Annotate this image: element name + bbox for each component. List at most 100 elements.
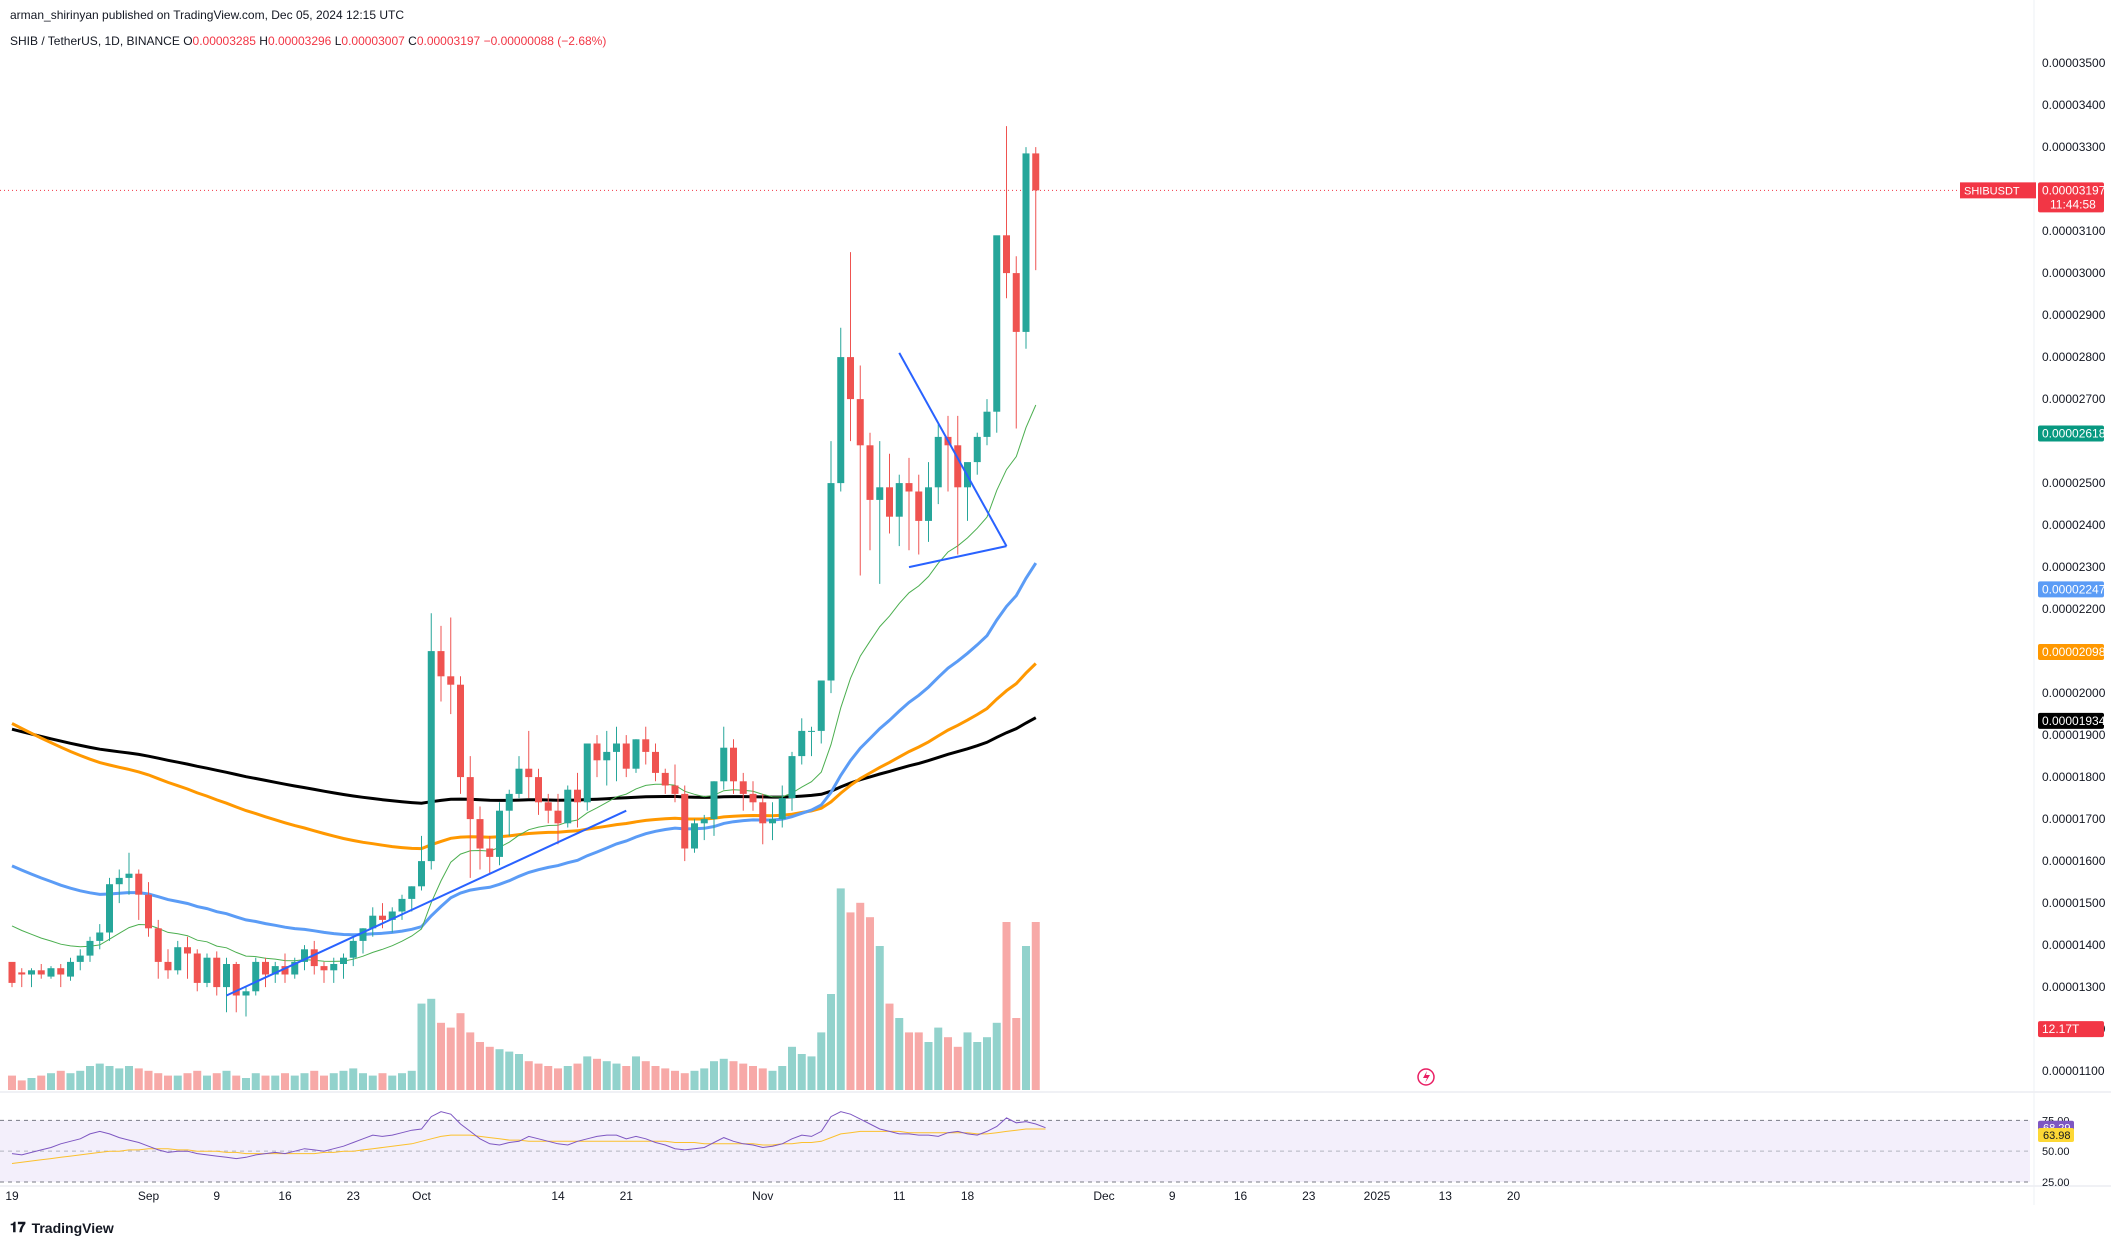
time-tick-label: 9 — [213, 1189, 220, 1203]
candle-body — [154, 928, 162, 962]
candle-body — [544, 802, 552, 811]
price-tick-label: 0.00002700 — [2042, 392, 2106, 406]
price-tick-label: 0.00001800 — [2042, 770, 2106, 784]
volume-bar — [895, 1018, 904, 1090]
price-tick-label: 0.00002800 — [2042, 350, 2106, 364]
volume-bar — [378, 1073, 387, 1090]
candle-body — [281, 966, 289, 975]
candle-body — [359, 928, 367, 941]
volume-bar — [76, 1070, 85, 1090]
ema-100-line — [11, 662, 1037, 851]
price-tick-label: 0.00001100 — [2042, 1064, 2105, 1078]
candle-body — [135, 873, 143, 895]
volume-bar — [8, 1075, 16, 1090]
volume-bar — [95, 1063, 104, 1090]
price-badge-value: 0.00001934 — [2042, 714, 2106, 728]
volume-bar — [115, 1068, 124, 1090]
candle-body — [174, 947, 182, 971]
candle-body — [457, 684, 464, 778]
candle-body — [145, 894, 152, 929]
candle-body — [86, 940, 94, 956]
price-tick-label: 0.00002400 — [2042, 518, 2106, 532]
volume-bar — [427, 998, 436, 1090]
price-tick-label: 0.00003000 — [2042, 266, 2106, 280]
candle-body — [47, 968, 55, 977]
price-tick-label: 0.00002300 — [2042, 560, 2106, 574]
candle-body — [730, 747, 737, 782]
volume-bar — [593, 1058, 601, 1090]
time-tick-label: 16 — [1234, 1189, 1248, 1203]
price-badge-value: 0.00003197 — [2042, 183, 2106, 197]
volume-bar — [524, 1061, 533, 1090]
time-tick-label: 9 — [1169, 1189, 1176, 1203]
volume-bar — [349, 1068, 358, 1090]
time-tick-label: 23 — [347, 1189, 361, 1203]
candle-body — [876, 487, 884, 500]
candle-body — [613, 743, 620, 752]
symbol-badge-label: SHIBUSDT — [1964, 185, 2020, 197]
candle-body — [8, 961, 16, 983]
price-tick-label: 0.00002500 — [2042, 476, 2106, 490]
volume-bar — [222, 1070, 231, 1090]
price-tick-label: 0.00001500 — [2042, 896, 2106, 910]
candle-body — [388, 911, 396, 920]
candle-body — [115, 877, 123, 885]
candle-body — [661, 772, 669, 786]
candle-body — [291, 961, 299, 975]
volume-bar — [554, 1068, 562, 1090]
rsi-badge — [2038, 1127, 2074, 1142]
volume-bar — [544, 1066, 553, 1090]
volume-bar — [622, 1066, 631, 1090]
price-badge-value: 0.00002098 — [2042, 645, 2106, 659]
volume-bar — [953, 1046, 962, 1090]
candle-body — [232, 964, 240, 996]
price-tick-label: 0.00003100 — [2042, 224, 2106, 238]
candle-body — [369, 915, 377, 929]
candle-body — [710, 781, 718, 820]
volume-bar — [86, 1066, 94, 1090]
volume-bar — [56, 1070, 65, 1090]
volume-bar — [944, 1037, 952, 1090]
volume-bar — [232, 1075, 241, 1090]
low-label: L — [334, 34, 342, 48]
candle-body — [808, 730, 815, 732]
candle-body — [515, 768, 523, 794]
candle-body — [583, 743, 591, 803]
volume-bar — [680, 1073, 689, 1090]
candle-body — [57, 968, 65, 975]
candle-body — [427, 651, 435, 862]
rsi-badge-value: 63.98 — [2043, 1130, 2071, 1142]
tradingview-brand[interactable]: 𝟏𝟕 TradingView — [10, 1219, 114, 1236]
volume-bar — [251, 1073, 260, 1090]
volume-bar — [1002, 922, 1011, 1090]
volume-bar — [134, 1068, 143, 1090]
volume-bar — [261, 1075, 270, 1090]
volume-bar — [476, 1042, 484, 1090]
candle-body — [125, 873, 133, 878]
time-tick-label: 2025 — [1364, 1189, 1391, 1203]
price-tick-label: 0.00001900 — [2042, 728, 2106, 742]
candle-body — [642, 739, 650, 752]
volume-bar — [729, 1061, 738, 1090]
price-badge — [2038, 643, 2104, 660]
alert-lightning-icon — [1417, 1068, 1435, 1086]
candle-body — [496, 810, 503, 857]
candle-body — [1012, 273, 1020, 332]
candle-body — [262, 961, 269, 975]
candle-body — [739, 781, 747, 794]
price-badge — [2038, 581, 2104, 598]
candle-body — [954, 445, 962, 488]
rsi-line — [11, 1111, 1046, 1160]
volume-bar — [710, 1061, 718, 1090]
candle-body — [749, 793, 757, 803]
time-axis: 19 Sep 9 16 23 Oct 14 21 Nov 11 18 Dec 9 16 23 2025 13 20 — [5, 1189, 1520, 1203]
time-tick-label: 16 — [278, 1189, 292, 1203]
volume-bar — [534, 1063, 543, 1090]
volume-bar — [836, 888, 845, 1090]
volume-bar — [992, 1022, 1001, 1090]
time-tick-label: 13 — [1439, 1189, 1453, 1203]
volume-bar — [827, 994, 835, 1090]
candle-body — [905, 483, 913, 492]
volume-bar — [417, 1003, 426, 1090]
